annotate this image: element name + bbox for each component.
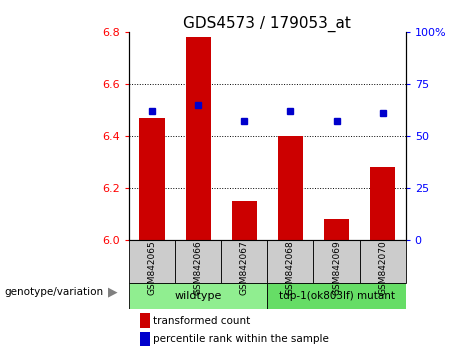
Bar [129, 240, 175, 282]
Text: GSM842068: GSM842068 [286, 240, 295, 295]
Bar [140, 332, 150, 346]
Bar [278, 136, 303, 240]
Bar [175, 240, 221, 282]
Bar [324, 219, 349, 240]
Bar [313, 240, 360, 282]
Text: genotype/variation: genotype/variation [5, 287, 104, 297]
Text: GSM842069: GSM842069 [332, 240, 341, 295]
Text: tdp-1(ok803lf) mutant: tdp-1(ok803lf) mutant [278, 291, 395, 301]
Bar [267, 240, 313, 282]
Bar [267, 282, 406, 309]
Text: transformed count: transformed count [153, 315, 250, 326]
Text: GSM842065: GSM842065 [148, 240, 157, 295]
Text: wildtype: wildtype [175, 291, 222, 301]
Text: GSM842070: GSM842070 [378, 240, 387, 295]
Text: GSM842067: GSM842067 [240, 240, 249, 295]
Bar [186, 37, 211, 240]
Text: GSM842066: GSM842066 [194, 240, 203, 295]
Bar [140, 118, 165, 240]
Bar [221, 240, 267, 282]
Title: GDS4573 / 179053_at: GDS4573 / 179053_at [183, 16, 351, 32]
Bar [140, 313, 150, 327]
Text: ▶: ▶ [108, 286, 118, 298]
Bar [129, 282, 267, 309]
Text: percentile rank within the sample: percentile rank within the sample [153, 334, 329, 344]
Bar [370, 167, 396, 240]
Bar [360, 240, 406, 282]
Bar [232, 201, 257, 240]
